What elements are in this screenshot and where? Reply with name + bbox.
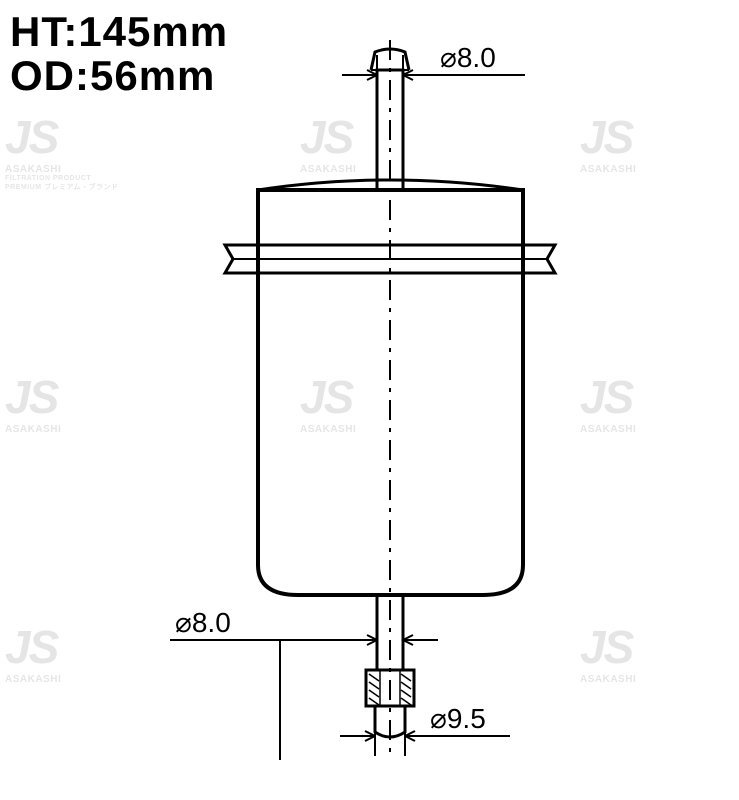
svg-text:⌀9.5: ⌀9.5 — [430, 703, 486, 734]
filter-drawing: ⌀8.0 ⌀8.0 ⌀9.5 — [0, 0, 739, 800]
svg-text:⌀8.0: ⌀8.0 — [175, 607, 231, 638]
svg-text:⌀8.0: ⌀8.0 — [440, 42, 496, 73]
